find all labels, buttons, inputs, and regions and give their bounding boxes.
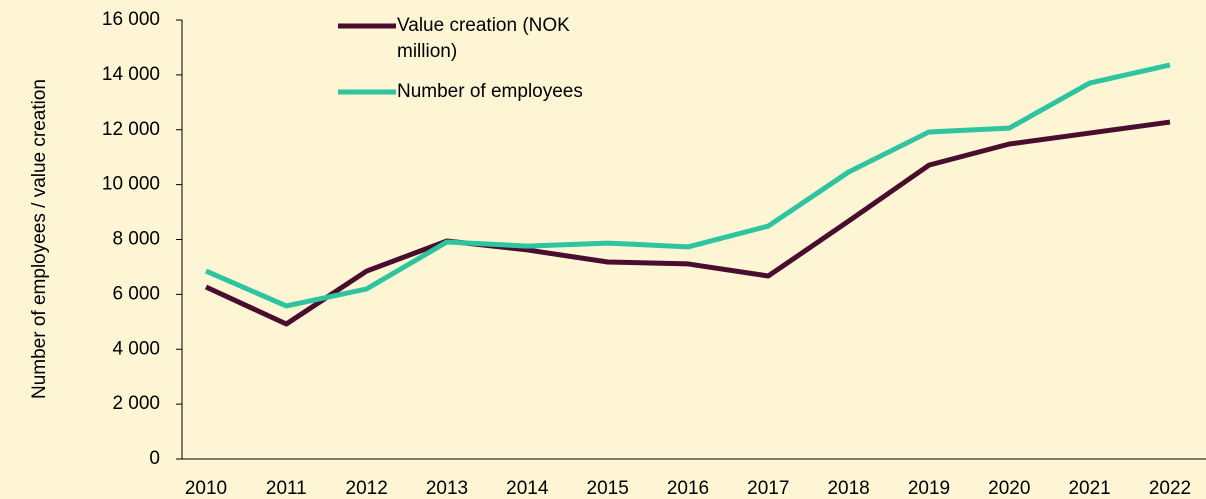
x-tick-label: 2010: [185, 478, 227, 499]
line: [204, 119, 1171, 327]
x-tick-label: 2022: [1149, 478, 1191, 499]
x-tick-label: 2020: [988, 478, 1030, 499]
legend-label: Number of employees: [397, 81, 583, 102]
y-axis-label: Number of employees / value creation: [29, 79, 50, 399]
x-tick-label: 2021: [1068, 478, 1110, 499]
x-tick-label: 2016: [667, 478, 709, 499]
line: [205, 62, 1171, 309]
x-tick-label: 2018: [827, 478, 869, 499]
x-tick-label: 2012: [346, 478, 388, 499]
y-tick-label: 4 000: [112, 338, 160, 359]
x-tick-label: 2017: [747, 478, 789, 499]
y-tick-label: 16 000: [102, 9, 160, 30]
y-tick-label: 14 000: [102, 64, 160, 85]
x-tick-label: 2013: [426, 478, 468, 499]
x-tick-label: 2011: [266, 478, 307, 499]
y-tick-label: 12 000: [102, 119, 160, 140]
legend-label: Value creation (NOK million): [397, 15, 570, 62]
x-tick-label: 2019: [908, 478, 950, 499]
y-tick-label: 8 000: [112, 229, 160, 250]
x-tick-label: 2014: [506, 478, 549, 499]
x-tick-label: 2015: [587, 478, 629, 499]
y-tick-label: 6 000: [112, 283, 160, 304]
y-tick-label: 2 000: [112, 393, 160, 414]
y-tick-label: 0: [149, 448, 160, 469]
y-tick-label: 10 000: [102, 174, 160, 195]
